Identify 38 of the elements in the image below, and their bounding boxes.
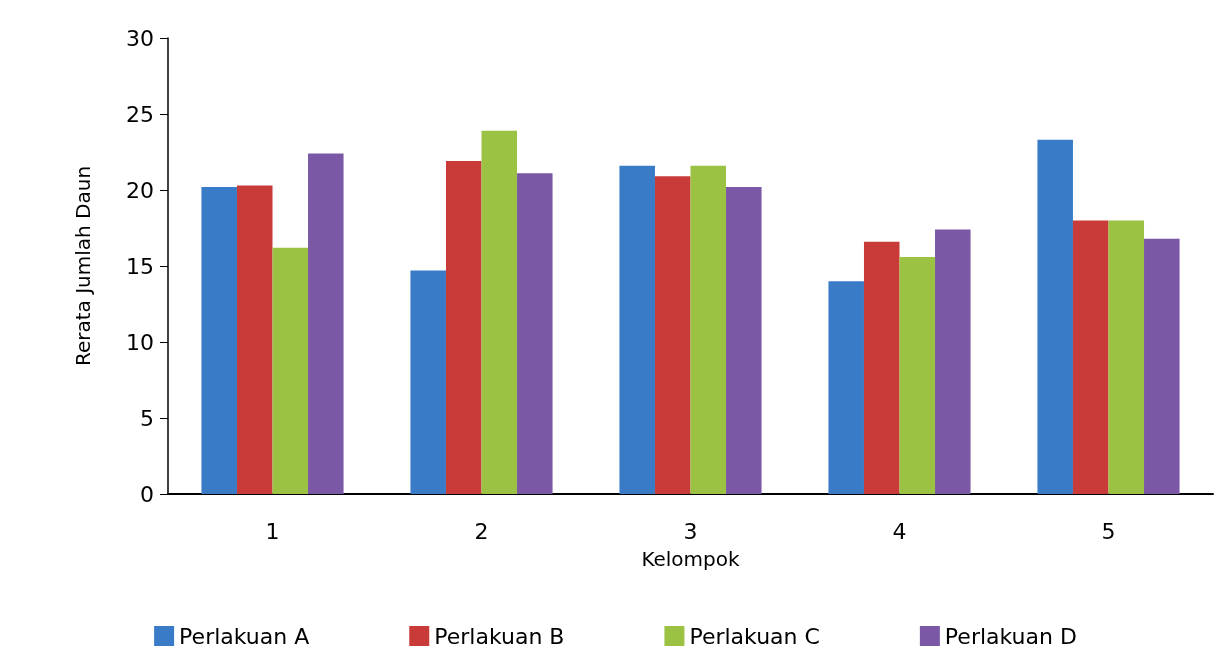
y-axis-title: Rerata Jumlah Daun	[71, 165, 95, 367]
bar	[690, 165, 727, 494]
bar	[899, 256, 936, 494]
legend-label: Perlakuan C	[689, 623, 820, 649]
bar	[1108, 220, 1145, 494]
bar	[272, 247, 309, 494]
bar	[308, 153, 344, 494]
bar	[654, 176, 691, 494]
bar	[726, 186, 762, 494]
y-tick-label: 30	[126, 25, 154, 51]
x-tick-label: 1	[265, 518, 280, 544]
bar	[935, 229, 971, 494]
bar	[236, 185, 273, 494]
x-tick-label: 5	[1101, 518, 1116, 544]
bar	[619, 165, 655, 494]
y-tick-label: 0	[140, 481, 154, 507]
x-tick-label: 3	[683, 518, 698, 544]
legend-label: Perlakuan B	[434, 623, 565, 649]
y-tick-label: 10	[126, 329, 154, 355]
bar	[1072, 220, 1109, 494]
bar	[828, 281, 864, 494]
bar	[1037, 139, 1073, 494]
bar	[201, 186, 237, 494]
bar	[863, 241, 900, 494]
y-tick-label: 15	[126, 253, 154, 279]
bar	[1144, 238, 1180, 494]
y-tick-label: 5	[140, 405, 154, 431]
x-tick-label: 2	[474, 518, 489, 544]
legend-label: Perlakuan A	[179, 623, 310, 649]
x-axis-title: Kelompok	[641, 547, 741, 571]
x-tick-label: 4	[892, 518, 907, 544]
bar	[517, 173, 553, 494]
bar	[445, 161, 482, 494]
bar	[410, 270, 446, 494]
bar	[481, 130, 518, 494]
legend-label: Perlakuan D	[944, 623, 1077, 649]
y-tick-label: 20	[126, 177, 154, 203]
y-tick-label: 25	[126, 101, 154, 127]
